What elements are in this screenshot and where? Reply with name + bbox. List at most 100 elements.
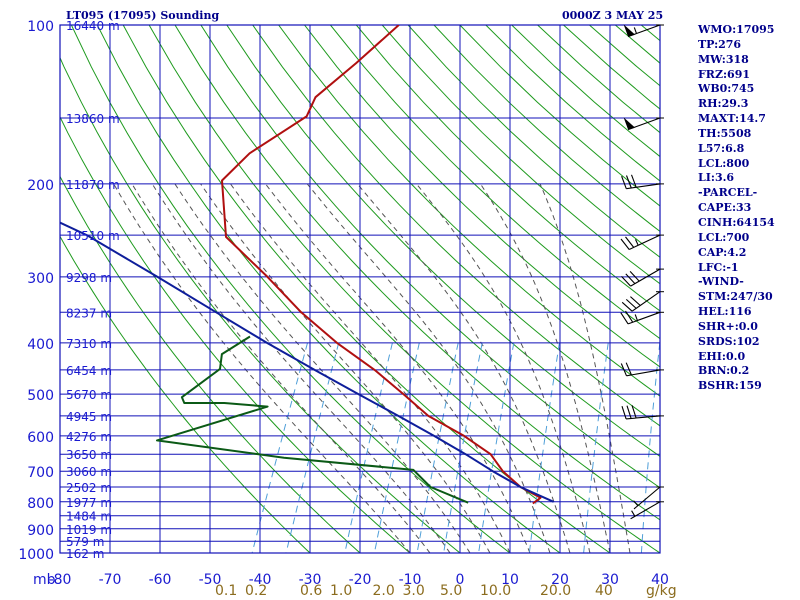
pressure-tick-label: 500 — [27, 388, 54, 404]
mixing-ratio-label: 0.1 — [215, 583, 237, 599]
mixing-ratio-line — [285, 342, 340, 553]
barb-shaft — [627, 117, 661, 131]
barb-half-feather — [633, 500, 639, 507]
barb-feather — [621, 301, 633, 312]
height-label: 4945 m — [66, 410, 112, 424]
barb-feather — [625, 298, 637, 309]
dry-adiabat — [797, 25, 800, 553]
moist-adiabat — [357, 183, 571, 553]
barb-shaft — [630, 501, 661, 520]
axis-labels: 0.1 0.2 0.6 1.0 2.0 3.0 5.0 10.0 20.0 40 g/kg10020… — [18, 19, 676, 599]
barb-feather — [625, 310, 634, 323]
height-label: 2502 m — [66, 481, 112, 495]
mixing-ratio-label: 2.0 — [373, 583, 395, 599]
barb-half-feather — [634, 239, 639, 246]
wind-barb — [630, 501, 661, 520]
height-label: 1484 m — [66, 510, 112, 524]
barb-shaft — [633, 486, 661, 510]
barb-half-feather — [633, 27, 638, 34]
barb-feather — [621, 276, 632, 287]
valid-time: 0000Z 3 MAY 25 — [562, 9, 664, 22]
pressure-tick-label: 600 — [27, 430, 54, 446]
moist-adiabat — [265, 183, 531, 553]
barb-pennant — [623, 117, 635, 130]
temperature-tick-label: 0 — [456, 572, 465, 588]
moist-adiabat — [200, 183, 491, 553]
moist-adiabat — [151, 183, 451, 553]
height-label: 11870 m — [66, 178, 120, 192]
barb-shaft — [630, 268, 661, 287]
temperature-tick-label: -40 — [249, 572, 272, 588]
barb-pennant — [623, 24, 635, 37]
temperature-tick-label: -80 — [49, 572, 72, 588]
pressure-tick-label: 100 — [27, 19, 54, 35]
barb-shaft — [627, 311, 661, 325]
wind-barb — [621, 291, 661, 312]
parameter-item: CAPE:33 — [698, 201, 752, 215]
pressure-tick-label: 1000 — [18, 547, 54, 563]
parameter-item: -PARCEL- — [698, 186, 758, 200]
mixing-ratio-label: 40 — [595, 583, 613, 599]
height-label: 7310 m — [66, 337, 112, 351]
mixing-ratio-line — [640, 342, 660, 553]
pressure-tick-label: 700 — [27, 465, 54, 481]
barb-shaft — [627, 24, 661, 38]
parameter-item: MW:318 — [698, 52, 749, 66]
sounding-parameters: WMO:17095 TP:276 MW:318 FRZ:691 WB0:745 RH:29… — [698, 23, 775, 394]
parameter-item: RH:29.3 — [698, 97, 749, 111]
mixing-ratio-label: 20.0 — [540, 583, 571, 599]
height-label: 1977 m — [66, 496, 112, 510]
parameter-item: TP:276 — [698, 37, 742, 51]
barb-shaft — [626, 369, 661, 377]
temperature-tick-label: -20 — [349, 572, 372, 588]
height-label: 1019 m — [66, 523, 112, 537]
height-label: 4276 m — [66, 430, 112, 444]
temperature-tick-label: 20 — [551, 572, 569, 588]
pressure-tick-label: 200 — [27, 178, 54, 194]
dry-adiabats — [60, 25, 800, 553]
barb-shaft — [628, 234, 661, 250]
temperature-tick-label: -60 — [149, 572, 172, 588]
parameter-item: -WIND- — [698, 275, 744, 289]
parameter-item: STM:247/30 — [698, 290, 773, 304]
station-title: LT095 (17095) Sounding — [66, 9, 220, 22]
height-label: 8237 m — [66, 306, 112, 320]
plot-frame — [59, 24, 661, 554]
mixing-ratio-label: 0.2 — [245, 583, 267, 599]
wind-barb — [623, 117, 661, 131]
x-unit-label: mb — [33, 572, 56, 588]
barb-half-feather — [634, 314, 638, 321]
parameter-item: CINH:64154 — [698, 215, 775, 229]
mixing-ratio-label: 10.0 — [480, 583, 511, 599]
moist-adiabat — [539, 183, 631, 553]
mixing-ratio-label: 1.0 — [330, 583, 352, 599]
parameter-item: TH:5508 — [698, 126, 752, 140]
mixing-ratio-unit: g/kg — [646, 583, 677, 599]
sounding-profiles — [60, 25, 555, 505]
barb-feather — [621, 176, 627, 189]
barb-shaft — [626, 415, 661, 420]
wind-barb — [621, 174, 661, 190]
wind-barb — [621, 268, 661, 287]
mixing-ratio-line — [416, 342, 459, 553]
barb-feather — [620, 363, 628, 377]
temperature-tick-label: -70 — [99, 572, 122, 588]
dewpoint-line — [156, 335, 469, 504]
parameter-item: CAP:4.2 — [698, 245, 747, 259]
barb-feather — [626, 405, 632, 419]
parameter-item: EHI:0.0 — [698, 349, 746, 363]
parameter-item: LI:3.6 — [698, 171, 735, 185]
mixing-ratio-label: 5.0 — [440, 583, 462, 599]
temperature-tick-label: 10 — [501, 572, 519, 588]
dry-adiabat — [174, 25, 660, 521]
parameter-item: MAXT:14.7 — [698, 112, 766, 126]
barb-feather — [620, 238, 630, 250]
barb-feather — [630, 174, 637, 188]
parameter-item: HEL:116 — [698, 305, 752, 319]
height-label: 3650 m — [66, 448, 112, 462]
parameter-item: SRDS:102 — [698, 334, 760, 348]
barb-shaft — [626, 183, 661, 190]
height-label: 13860 m — [66, 112, 120, 126]
pressure-tick-label: 900 — [27, 523, 54, 539]
